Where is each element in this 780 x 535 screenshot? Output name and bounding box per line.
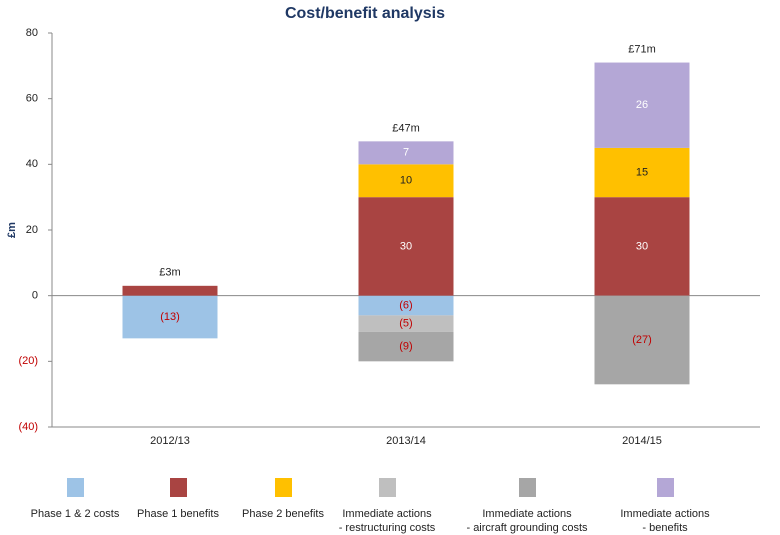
y-tick-label: 0 <box>32 290 38 302</box>
chart: Cost/benefit analysis £m (40) (20) 0 20 40 60… <box>6 5 760 447</box>
value-label: (13) <box>160 311 180 323</box>
legend-item: Immediate actions - restructuring costs <box>317 478 457 535</box>
value-label: (6) <box>399 299 412 311</box>
legend-item: Phase 1 & 2 costs <box>5 478 145 521</box>
total-label: £3m <box>159 267 180 279</box>
legend-swatch <box>169 478 187 497</box>
y-tick-label: 60 <box>26 93 38 105</box>
bar-segment <box>594 147 690 198</box>
bar-segment <box>358 141 454 165</box>
x-tick-label: 2013/14 <box>386 435 426 447</box>
value-label: (5) <box>399 317 412 329</box>
bar-segment <box>122 285 218 296</box>
x-tick-label: 2012/13 <box>150 435 190 447</box>
total-label: £71m <box>628 43 656 55</box>
value-label: 30 <box>400 240 412 252</box>
legend-swatch <box>274 478 292 497</box>
value-label: 30 <box>636 240 648 252</box>
value-label: 7 <box>403 147 409 159</box>
legend-swatch <box>518 478 536 497</box>
legend-item: Immediate actions - aircraft grounding c… <box>457 478 597 535</box>
total-label: £47m <box>392 122 420 134</box>
legend-swatch <box>656 478 674 497</box>
bar-segment <box>594 295 690 385</box>
y-tick-label: 40 <box>26 158 38 170</box>
legend-item: Phase 2 benefits <box>213 478 353 521</box>
y-tick-label: (40) <box>18 421 38 433</box>
y-tick-label: 80 <box>26 27 38 39</box>
bar-segment <box>122 295 218 339</box>
value-label: (27) <box>632 334 652 346</box>
legend: Phase 1 & 2 costs Phase 1 benefits Phase 2… <box>0 478 780 534</box>
legend-item: Immediate actions - benefits <box>595 478 735 535</box>
x-tick-label: 2014/15 <box>622 435 662 447</box>
value-label: (9) <box>399 340 412 352</box>
y-tick-label: (20) <box>18 355 38 367</box>
chart-title: Cost/benefit analysis <box>285 5 445 22</box>
bar-segment <box>594 197 690 296</box>
legend-label: Phase 1 benefits <box>137 508 219 520</box>
legend-item: Phase 1 benefits <box>108 478 248 521</box>
bar-segment <box>358 164 454 198</box>
legend-label: Phase 1 & 2 costs <box>30 508 120 520</box>
bar-segment <box>358 315 454 332</box>
y-axis-label: £m <box>6 222 18 238</box>
value-label: 26 <box>636 99 648 111</box>
bar-segment <box>594 62 690 148</box>
legend-swatch <box>378 478 396 497</box>
bar-segment <box>358 295 454 316</box>
legend-swatch <box>66 478 84 497</box>
legend-label: Phase 2 benefits <box>242 508 324 520</box>
value-label: 15 <box>636 166 648 178</box>
bar-segment <box>358 331 454 362</box>
bar-segment <box>358 197 454 296</box>
value-label: 10 <box>400 175 412 187</box>
y-tick-label: 20 <box>26 224 38 236</box>
